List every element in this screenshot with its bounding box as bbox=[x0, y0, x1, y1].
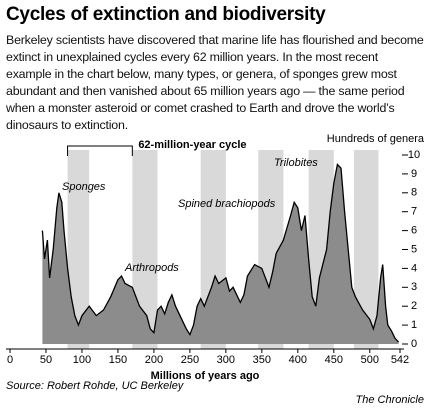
x-axis-label: Millions of years ago bbox=[151, 370, 260, 382]
x-tick-label: 450 bbox=[325, 354, 343, 366]
area bbox=[42, 164, 399, 344]
y-tick-label: 10 bbox=[408, 149, 420, 161]
source: Source: Robert Rohde, UC Berkeley bbox=[6, 380, 185, 392]
credit: The Chronicle bbox=[356, 394, 424, 406]
x-tick-label: 500 bbox=[361, 354, 379, 366]
x-tick-label: 300 bbox=[217, 354, 235, 366]
cycle-label: 62-million-year cycle bbox=[138, 139, 246, 151]
y-tick-label: 9 bbox=[411, 168, 417, 180]
y-tick-label: 6 bbox=[411, 225, 417, 237]
x-tick-label: 400 bbox=[289, 354, 307, 366]
annotation: Arthropods bbox=[124, 262, 179, 274]
y-tick-label: 8 bbox=[411, 187, 417, 199]
x-tick-label: 0 bbox=[7, 354, 13, 366]
annotation: Sponges bbox=[62, 181, 106, 193]
x-tick-label: 200 bbox=[145, 354, 163, 366]
y-tick-label: 3 bbox=[411, 281, 417, 293]
y-tick-label: 1 bbox=[411, 319, 417, 331]
x-tick-label: 50 bbox=[40, 354, 52, 366]
y-axis-label: Hundreds of genera bbox=[327, 133, 425, 145]
chart-subtitle: Berkeley scientists have discovered that… bbox=[6, 33, 424, 132]
x-tick-label: 250 bbox=[181, 354, 199, 366]
y-tick-label: 7 bbox=[411, 206, 417, 218]
annotation: Trilobites bbox=[274, 157, 318, 169]
y-tick-label: 5 bbox=[411, 243, 417, 255]
y-tick-label: 2 bbox=[411, 300, 417, 312]
x-tick-label: 100 bbox=[73, 354, 91, 366]
chart-title: Cycles of extinction and biodiversity bbox=[6, 4, 326, 25]
area-outline bbox=[41, 163, 400, 343]
x-tick-label: 350 bbox=[253, 354, 271, 366]
y-tick-label: 0 bbox=[411, 338, 417, 350]
x-tick-label: 150 bbox=[109, 354, 127, 366]
x-tick-label: 542 bbox=[391, 354, 409, 366]
cycle-bracket bbox=[67, 145, 133, 156]
annotation: Spined brachiopods bbox=[178, 198, 276, 210]
cycle-band bbox=[67, 150, 90, 349]
y-tick-label: 4 bbox=[411, 262, 417, 274]
